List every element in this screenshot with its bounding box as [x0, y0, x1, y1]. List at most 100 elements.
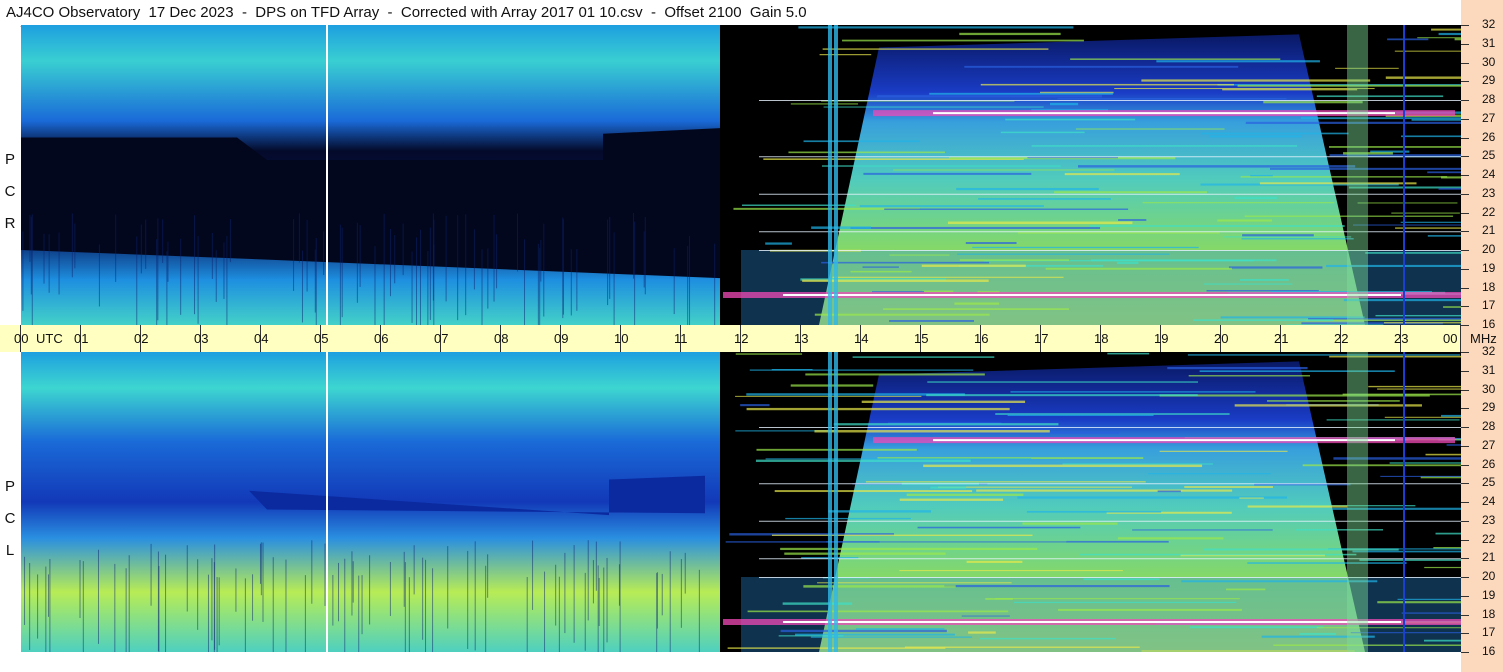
noise-streak	[1057, 97, 1287, 100]
noise-column	[71, 213, 73, 278]
noise-streak	[784, 552, 946, 555]
noise-streak	[889, 320, 974, 322]
noise-column	[526, 577, 528, 652]
noise-streak	[1329, 355, 1461, 358]
y-tick-label: 30	[1482, 55, 1496, 69]
polarization-letter: L	[5, 542, 15, 559]
noise-column	[427, 251, 429, 325]
noise-streak	[1010, 391, 1256, 393]
noise-column	[197, 559, 199, 630]
y-tick-mark	[1461, 288, 1469, 289]
noise-streak	[979, 637, 1116, 640]
noise-streak	[823, 106, 1044, 108]
noise-column	[223, 242, 225, 299]
noise-column	[156, 239, 158, 325]
x-tick-label: 03	[194, 331, 209, 346]
noise-column	[389, 228, 391, 297]
x-tick-label: 22	[1334, 331, 1349, 346]
noise-streak	[1062, 463, 1214, 465]
carrier-line	[759, 156, 1461, 158]
noise-column	[166, 251, 168, 325]
noise-column	[562, 219, 564, 315]
noise-streak	[1005, 118, 1136, 121]
noise-column	[687, 246, 689, 325]
noise-streak	[749, 369, 974, 371]
noise-column	[422, 557, 424, 640]
noise-streak	[852, 356, 995, 358]
x-tick-mark	[1040, 325, 1041, 352]
noise-streak	[995, 413, 1230, 415]
noise-streak	[1141, 650, 1355, 652]
x-tick-label: 09	[554, 331, 569, 346]
noise-streak	[763, 158, 1024, 161]
noise-streak	[1203, 283, 1293, 285]
y-tick-mark	[1461, 371, 1469, 372]
noise-column	[356, 222, 358, 303]
noise-column	[125, 568, 127, 652]
x-tick-label: 18	[1094, 331, 1109, 346]
solar-day-emission	[819, 361, 1365, 652]
noise-column	[344, 558, 346, 652]
noise-column	[30, 216, 32, 295]
noise-column	[496, 234, 498, 289]
noise-column	[157, 551, 159, 652]
noise-streak	[872, 291, 925, 293]
noise-streak	[1286, 324, 1384, 325]
noise-streak	[899, 498, 1004, 501]
noise-streak	[1263, 101, 1363, 104]
noise-streak	[883, 308, 1069, 310]
noise-streak	[1377, 601, 1461, 604]
noise-streak	[832, 276, 1064, 278]
noise-column	[673, 248, 675, 315]
noise-column	[618, 564, 620, 606]
noise-column	[467, 550, 469, 649]
noise-column	[114, 563, 116, 652]
noise-streak	[780, 629, 947, 633]
vertical-line	[326, 25, 328, 325]
noise-column	[539, 247, 541, 325]
y-tick-mark	[1461, 44, 1469, 45]
x-unit-label: UTC	[36, 331, 63, 346]
noise-column	[555, 564, 557, 626]
noise-column	[485, 565, 487, 652]
y-tick-label: 25	[1482, 148, 1496, 162]
noise-streak	[729, 533, 894, 536]
noise-streak	[805, 373, 985, 376]
noise-column	[311, 540, 313, 604]
x-tick-mark	[200, 325, 201, 352]
noise-column	[45, 566, 47, 652]
noise-streak	[1423, 639, 1461, 642]
noise-streak	[865, 481, 1146, 483]
noise-column	[537, 243, 539, 325]
noise-streak	[1017, 496, 1288, 499]
noise-column	[433, 219, 435, 266]
noise-streak	[1220, 316, 1365, 319]
noise-streak	[1000, 131, 1085, 134]
y-tick-mark	[1461, 521, 1469, 522]
y-tick-label: 19	[1482, 588, 1496, 602]
noise-streak	[1401, 612, 1461, 614]
noise-column	[383, 213, 385, 325]
noise-streak	[755, 459, 971, 462]
noise-column	[298, 213, 300, 263]
noise-streak	[782, 602, 853, 605]
noise-streak	[1425, 453, 1461, 456]
x-tick-label: 14	[854, 331, 869, 346]
noise-streak	[1424, 566, 1461, 569]
noise-streak	[922, 290, 954, 293]
noise-column	[532, 540, 534, 610]
noise-column	[31, 214, 33, 325]
noise-streak	[1217, 219, 1272, 222]
noise-column	[301, 250, 303, 323]
y-tick-mark	[1461, 119, 1469, 120]
noise-streak	[1049, 102, 1079, 106]
noise-streak	[965, 242, 1017, 245]
noise-streak	[771, 534, 1033, 536]
noise-streak	[725, 541, 880, 543]
noise-streak	[800, 278, 947, 281]
noise-column	[487, 248, 489, 309]
noise-streak	[1141, 79, 1371, 82]
carrier-line	[759, 231, 1461, 233]
noise-column	[213, 562, 215, 652]
noise-streak	[1200, 183, 1399, 186]
